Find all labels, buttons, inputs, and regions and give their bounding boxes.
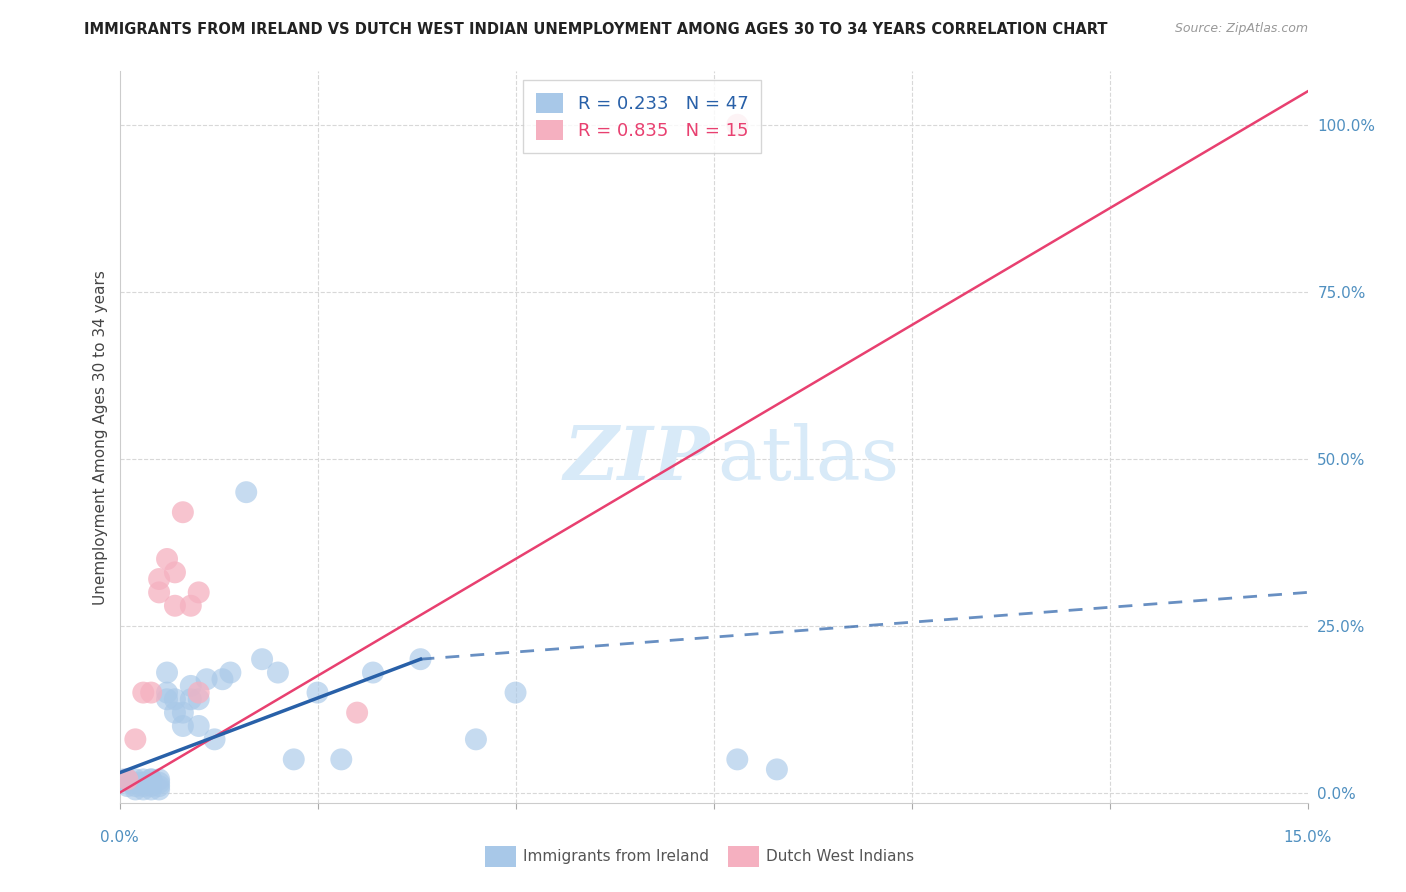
Point [148,572,170,586]
Point [163,706,186,720]
Point [766,763,789,777]
Point [132,772,155,787]
Point [307,685,329,699]
Point [141,685,163,699]
Point [156,665,179,680]
Point [132,776,155,790]
Point [283,752,305,766]
Point [148,779,170,793]
Point [148,772,170,787]
Y-axis label: Unemployment Among Ages 30 to 34 years: Unemployment Among Ages 30 to 34 years [93,269,108,605]
Point [163,599,186,613]
Point [346,706,368,720]
Point [132,685,155,699]
Point [141,772,163,787]
Point [141,779,163,793]
Point [211,672,233,686]
Text: Immigrants from Ireland: Immigrants from Ireland [523,849,709,863]
Point [148,585,170,599]
Point [128,776,150,790]
Point [409,652,432,666]
Point [148,782,170,797]
Point [117,779,139,793]
Point [187,692,209,706]
Point [141,772,163,787]
Point [163,566,186,580]
Point [112,772,135,787]
Point [163,692,186,706]
Point [187,685,209,699]
Point [117,772,139,787]
Point [156,685,179,699]
Point [172,505,194,519]
Point [725,752,748,766]
Text: atlas: atlas [717,423,900,496]
Point [725,118,748,132]
Point [180,599,202,613]
Point [156,692,179,706]
Point [120,776,142,790]
Point [187,719,209,733]
Point [172,706,194,720]
Text: 15.0%: 15.0% [1284,830,1331,845]
Point [132,782,155,797]
Text: Source: ZipAtlas.com: Source: ZipAtlas.com [1174,22,1308,36]
Text: 0.0%: 0.0% [100,830,139,845]
Point [180,692,202,706]
Point [124,772,146,787]
Point [267,665,290,680]
Text: IMMIGRANTS FROM IRELAND VS DUTCH WEST INDIAN UNEMPLOYMENT AMONG AGES 30 TO 34 YE: IMMIGRANTS FROM IRELAND VS DUTCH WEST IN… [84,22,1108,37]
Point [250,652,273,666]
Point [187,585,209,599]
Point [361,665,384,680]
Legend: R = 0.233   N = 47, R = 0.835   N = 15: R = 0.233 N = 47, R = 0.835 N = 15 [523,80,761,153]
Point [117,772,139,787]
Point [195,672,218,686]
Point [172,719,194,733]
Point [124,779,146,793]
Point [505,685,527,699]
Point [156,552,179,566]
Point [141,782,163,797]
Point [124,732,146,747]
Text: ZIP: ZIP [564,423,710,495]
Point [235,485,257,500]
Point [219,665,242,680]
Point [132,779,155,793]
Point [204,732,226,747]
Text: Dutch West Indians: Dutch West Indians [766,849,914,863]
Point [124,782,146,797]
Point [330,752,353,766]
Point [464,732,488,747]
Point [148,776,170,790]
Point [180,679,202,693]
